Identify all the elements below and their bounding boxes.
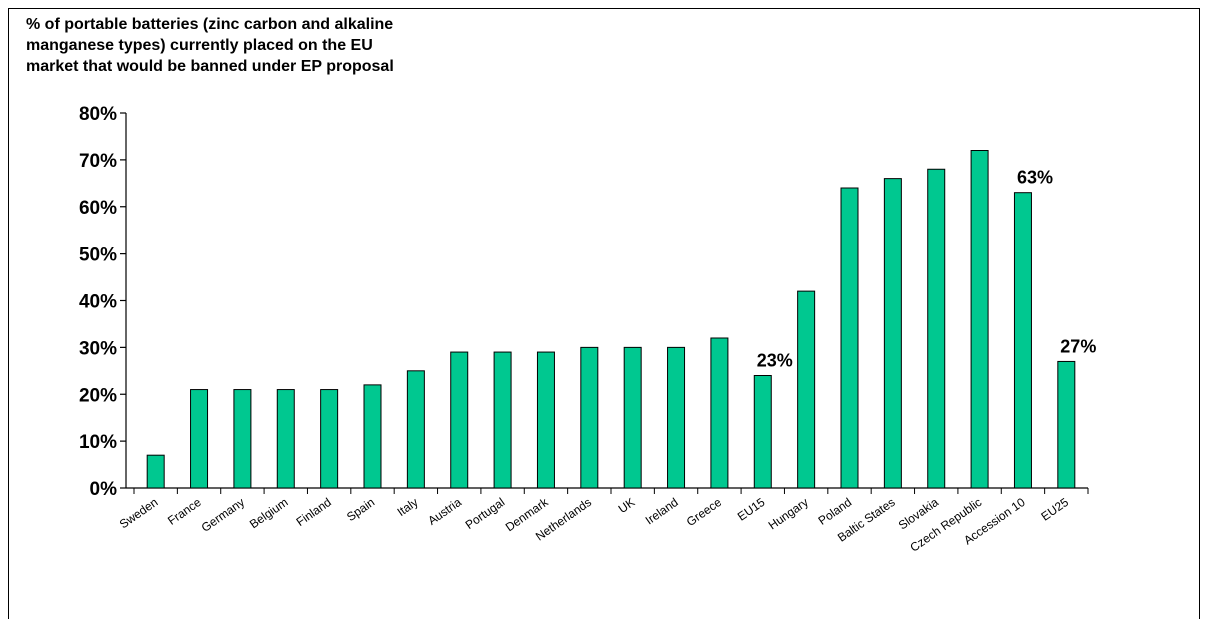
bar (320, 389, 339, 489)
chart-title-line-2: manganese types) currently placed on the… (26, 37, 373, 54)
category-label: Greece (684, 495, 725, 529)
category-label: Sweden (117, 495, 161, 531)
bar (580, 346, 599, 489)
bar (146, 454, 165, 489)
bar (710, 337, 729, 489)
bar (493, 351, 512, 489)
category-label: Germany (199, 495, 247, 535)
y-tick-label: 30% (79, 338, 117, 359)
bar (970, 150, 989, 489)
y-tick-label: 70% (79, 151, 117, 172)
bar (190, 389, 209, 489)
category-label: Italy (395, 495, 421, 519)
chart-title-line-3: market that would be banned under EP pro… (26, 58, 394, 75)
bar (363, 384, 382, 489)
bar (797, 290, 816, 489)
y-tick-label: 80% (79, 104, 117, 125)
data-labels: 23% 63% 27% (757, 168, 1097, 371)
category-label: EU25 (1038, 495, 1071, 524)
data-label: 63% (1017, 168, 1053, 188)
bar (927, 168, 946, 489)
category-label: Ireland (643, 495, 681, 528)
bar (276, 389, 295, 489)
y-tick-label: 20% (79, 385, 117, 406)
category-label: Spain (344, 495, 377, 524)
category-label: Finland (294, 495, 334, 529)
chart-title: % of portable batteries (zinc carbon and… (26, 14, 394, 77)
bar (753, 375, 772, 489)
bar (623, 346, 642, 489)
chart-frame (8, 8, 1200, 619)
bar (667, 346, 686, 489)
bar (1057, 360, 1076, 489)
data-label: 23% (757, 351, 793, 371)
bar (1013, 192, 1032, 489)
category-label: Portugal (463, 495, 508, 532)
bars (146, 150, 1076, 489)
y-tick-label: 50% (79, 245, 117, 266)
y-tick-label: 0% (90, 479, 118, 500)
y-tick-label: 10% (79, 432, 117, 453)
category-label: Austria (425, 495, 464, 528)
bar (450, 351, 469, 489)
bar (536, 351, 555, 489)
bar (883, 178, 902, 489)
category-label: EU15 (735, 495, 768, 524)
category-label: Hungary (766, 495, 811, 532)
category-label: UK (616, 495, 638, 516)
chart-title-line-1: % of portable batteries (zinc carbon and… (26, 16, 394, 33)
category-label: Belgium (247, 495, 291, 531)
y-tick-label: 40% (79, 292, 117, 313)
bar (406, 370, 425, 489)
bar (840, 187, 859, 489)
bar (233, 389, 252, 489)
y-tick-label: 60% (79, 198, 117, 219)
data-label: 27% (1060, 336, 1096, 356)
